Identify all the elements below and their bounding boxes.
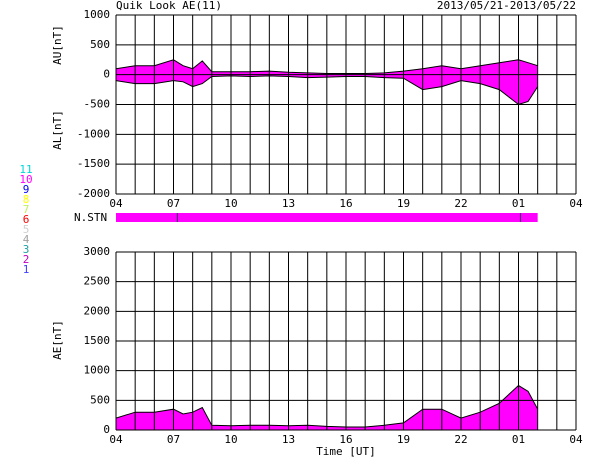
x-tick-label: 19: [397, 197, 410, 210]
station-legend-item: 1: [23, 263, 30, 276]
station-legend-item: 2: [23, 253, 30, 266]
y-tick-label: 1000: [84, 8, 111, 21]
x-tick-label: 04: [109, 433, 123, 446]
station-legend-item: 10: [19, 173, 32, 186]
x-tick-label: 01: [512, 433, 525, 446]
station-legend-item: 3: [23, 243, 30, 256]
y-tick-label: 500: [90, 38, 110, 51]
y-tick-label: 1000: [84, 364, 111, 377]
chart-title: Quik Look AE(11): [116, 0, 222, 12]
series-line: [115, 384, 539, 428]
y-tick-label: -2000: [77, 187, 110, 200]
y-tick-label: -1000: [77, 127, 110, 140]
y-tick-label: 0: [103, 423, 110, 436]
station-legend-item: 11: [19, 163, 32, 176]
y-tick-label: 500: [90, 393, 110, 406]
y-tick-label: -1500: [77, 157, 110, 170]
station-legend-item: 9: [23, 183, 30, 196]
x-tick-label: 07: [167, 433, 180, 446]
y-tick-label: 3000: [84, 245, 111, 258]
x-tick-label: 04: [569, 433, 583, 446]
series-line: [115, 59, 538, 74]
x-tick-label: 07: [167, 197, 180, 210]
series-line: [115, 75, 539, 106]
y-axis-label: AL[nT]: [51, 110, 64, 150]
x-tick-label: 10: [224, 197, 237, 210]
station-bar: [116, 213, 538, 222]
station-legend-item: 7: [23, 203, 30, 216]
x-axis-label: Time [UT]: [316, 445, 376, 458]
y-tick-label: -500: [84, 98, 111, 111]
y-axis-label: AE[nT]: [51, 320, 64, 360]
y-tick-label: 0: [103, 68, 110, 81]
x-tick-label: 16: [339, 197, 352, 210]
x-tick-label: 04: [569, 197, 583, 210]
y-tick-label: 2500: [84, 275, 111, 288]
y-tick-label: 2000: [84, 304, 111, 317]
x-tick-label: 10: [224, 433, 237, 446]
y-tick-label: 1500: [84, 334, 111, 347]
station-legend-item: 6: [23, 213, 30, 226]
x-tick-label: 19: [397, 433, 410, 446]
area: [116, 385, 538, 430]
x-tick-label: 01: [512, 197, 525, 210]
date-range: 2013/05/21-2013/05/22: [437, 0, 576, 12]
station-label: N.STN: [74, 211, 107, 224]
x-tick-label: 04: [109, 197, 123, 210]
station-legend-item: 4: [23, 233, 30, 246]
y-axis-label: AU[nT]: [51, 25, 64, 65]
x-tick-label: 13: [282, 433, 295, 446]
x-tick-label: 16: [339, 433, 352, 446]
station-legend-item: 5: [23, 223, 30, 236]
station-legend-item: 8: [23, 193, 30, 206]
x-tick-label: 22: [454, 433, 467, 446]
x-tick-label: 13: [282, 197, 295, 210]
x-tick-label: 22: [454, 197, 467, 210]
band-area: [116, 59, 538, 105]
